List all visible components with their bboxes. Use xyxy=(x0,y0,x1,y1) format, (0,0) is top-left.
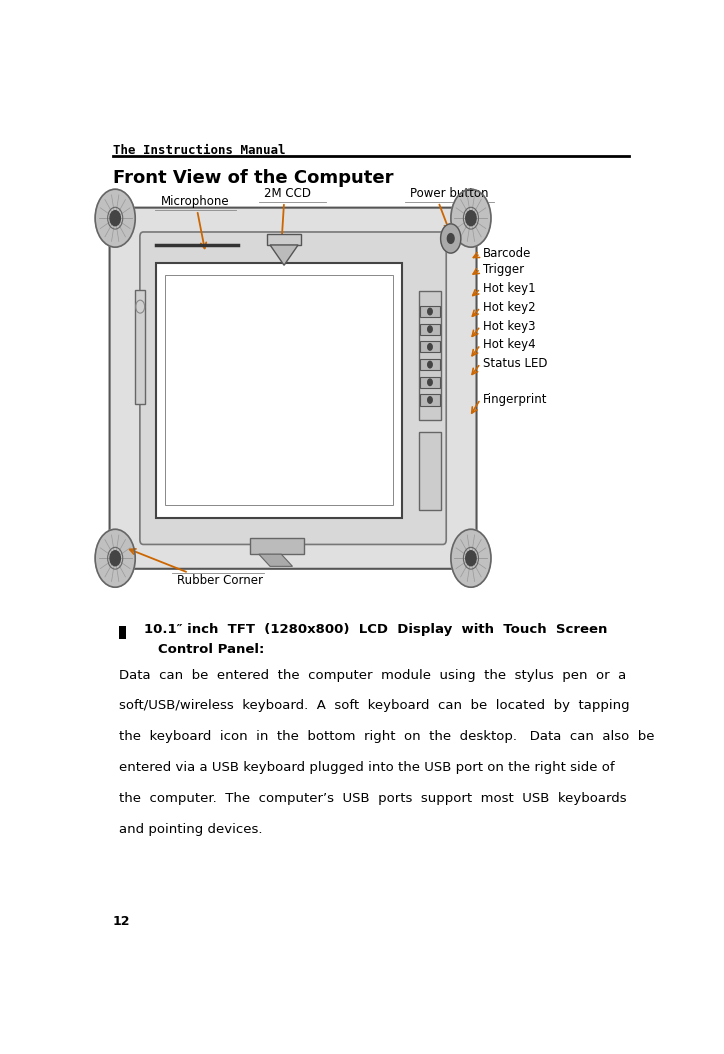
Polygon shape xyxy=(270,245,298,266)
Text: Control Panel:: Control Panel: xyxy=(158,643,264,657)
Text: Power button: Power button xyxy=(411,187,489,199)
Circle shape xyxy=(428,379,432,386)
Text: 10.1” TFT
Panel: 10.1” TFT Panel xyxy=(232,398,299,431)
Text: and pointing devices.: and pointing devices. xyxy=(119,823,262,836)
Bar xyxy=(164,275,394,506)
Text: 12: 12 xyxy=(113,915,130,929)
Circle shape xyxy=(428,326,432,332)
Bar xyxy=(251,538,304,554)
Text: Rubber Corner: Rubber Corner xyxy=(177,574,264,587)
Bar xyxy=(421,306,439,317)
Circle shape xyxy=(428,308,432,315)
Text: Barcode: Barcode xyxy=(484,248,531,260)
Text: Hot key2: Hot key2 xyxy=(484,301,536,314)
Text: Fingerprint: Fingerprint xyxy=(484,393,548,406)
Circle shape xyxy=(95,529,135,587)
Text: 10.1″ inch  TFT  (1280x800)  LCD  Display  with  Touch  Screen: 10.1″ inch TFT (1280x800) LCD Display wi… xyxy=(144,623,607,637)
Bar xyxy=(421,359,439,370)
Text: 2M CCD: 2M CCD xyxy=(264,187,311,199)
Bar xyxy=(156,262,402,518)
Circle shape xyxy=(428,396,432,404)
Text: The Instructions Manual: The Instructions Manual xyxy=(113,144,285,157)
Text: soft/USB/wireless  keyboard.  A  soft  keyboard  can  be  located  by  tapping: soft/USB/wireless keyboard. A soft keybo… xyxy=(119,700,629,713)
Text: Trigger: Trigger xyxy=(484,262,524,276)
Circle shape xyxy=(451,190,491,247)
Text: Hot key3: Hot key3 xyxy=(484,319,536,333)
Text: Hot key1: Hot key1 xyxy=(484,282,536,295)
Circle shape xyxy=(110,211,120,226)
Circle shape xyxy=(110,551,120,566)
Bar xyxy=(418,291,441,421)
Circle shape xyxy=(466,211,476,226)
Circle shape xyxy=(451,529,491,587)
Bar xyxy=(421,394,439,406)
Circle shape xyxy=(447,234,454,243)
Text: entered via a USB keyboard plugged into the USB port on the right side of: entered via a USB keyboard plugged into … xyxy=(119,761,614,774)
Text: the  computer.  The  computer’s  USB  ports  support  most  USB  keyboards: the computer. The computer’s USB ports s… xyxy=(119,792,626,805)
Circle shape xyxy=(428,362,432,368)
Bar xyxy=(421,376,439,388)
Bar xyxy=(418,432,441,509)
Bar xyxy=(267,234,301,245)
Circle shape xyxy=(441,223,460,253)
Bar xyxy=(421,341,439,352)
Text: the  keyboard  icon  in  the  bottom  right  on  the  desktop.   Data  can  also: the keyboard icon in the bottom right on… xyxy=(119,730,654,743)
Text: Data  can  be  entered  the  computer  module  using  the  stylus  pen  or  a: Data can be entered the computer module … xyxy=(119,668,626,682)
Circle shape xyxy=(428,344,432,350)
Text: Microphone: Microphone xyxy=(161,195,230,208)
Circle shape xyxy=(95,190,135,247)
Text: Hot key4: Hot key4 xyxy=(484,338,536,351)
FancyBboxPatch shape xyxy=(140,232,446,545)
Polygon shape xyxy=(259,554,292,566)
Text: Front View of the Computer: Front View of the Computer xyxy=(113,169,393,187)
Bar xyxy=(135,291,145,404)
Circle shape xyxy=(466,551,476,566)
Bar xyxy=(119,626,127,639)
FancyBboxPatch shape xyxy=(109,208,476,569)
Bar xyxy=(421,324,439,335)
Text: Status LED: Status LED xyxy=(484,357,548,370)
